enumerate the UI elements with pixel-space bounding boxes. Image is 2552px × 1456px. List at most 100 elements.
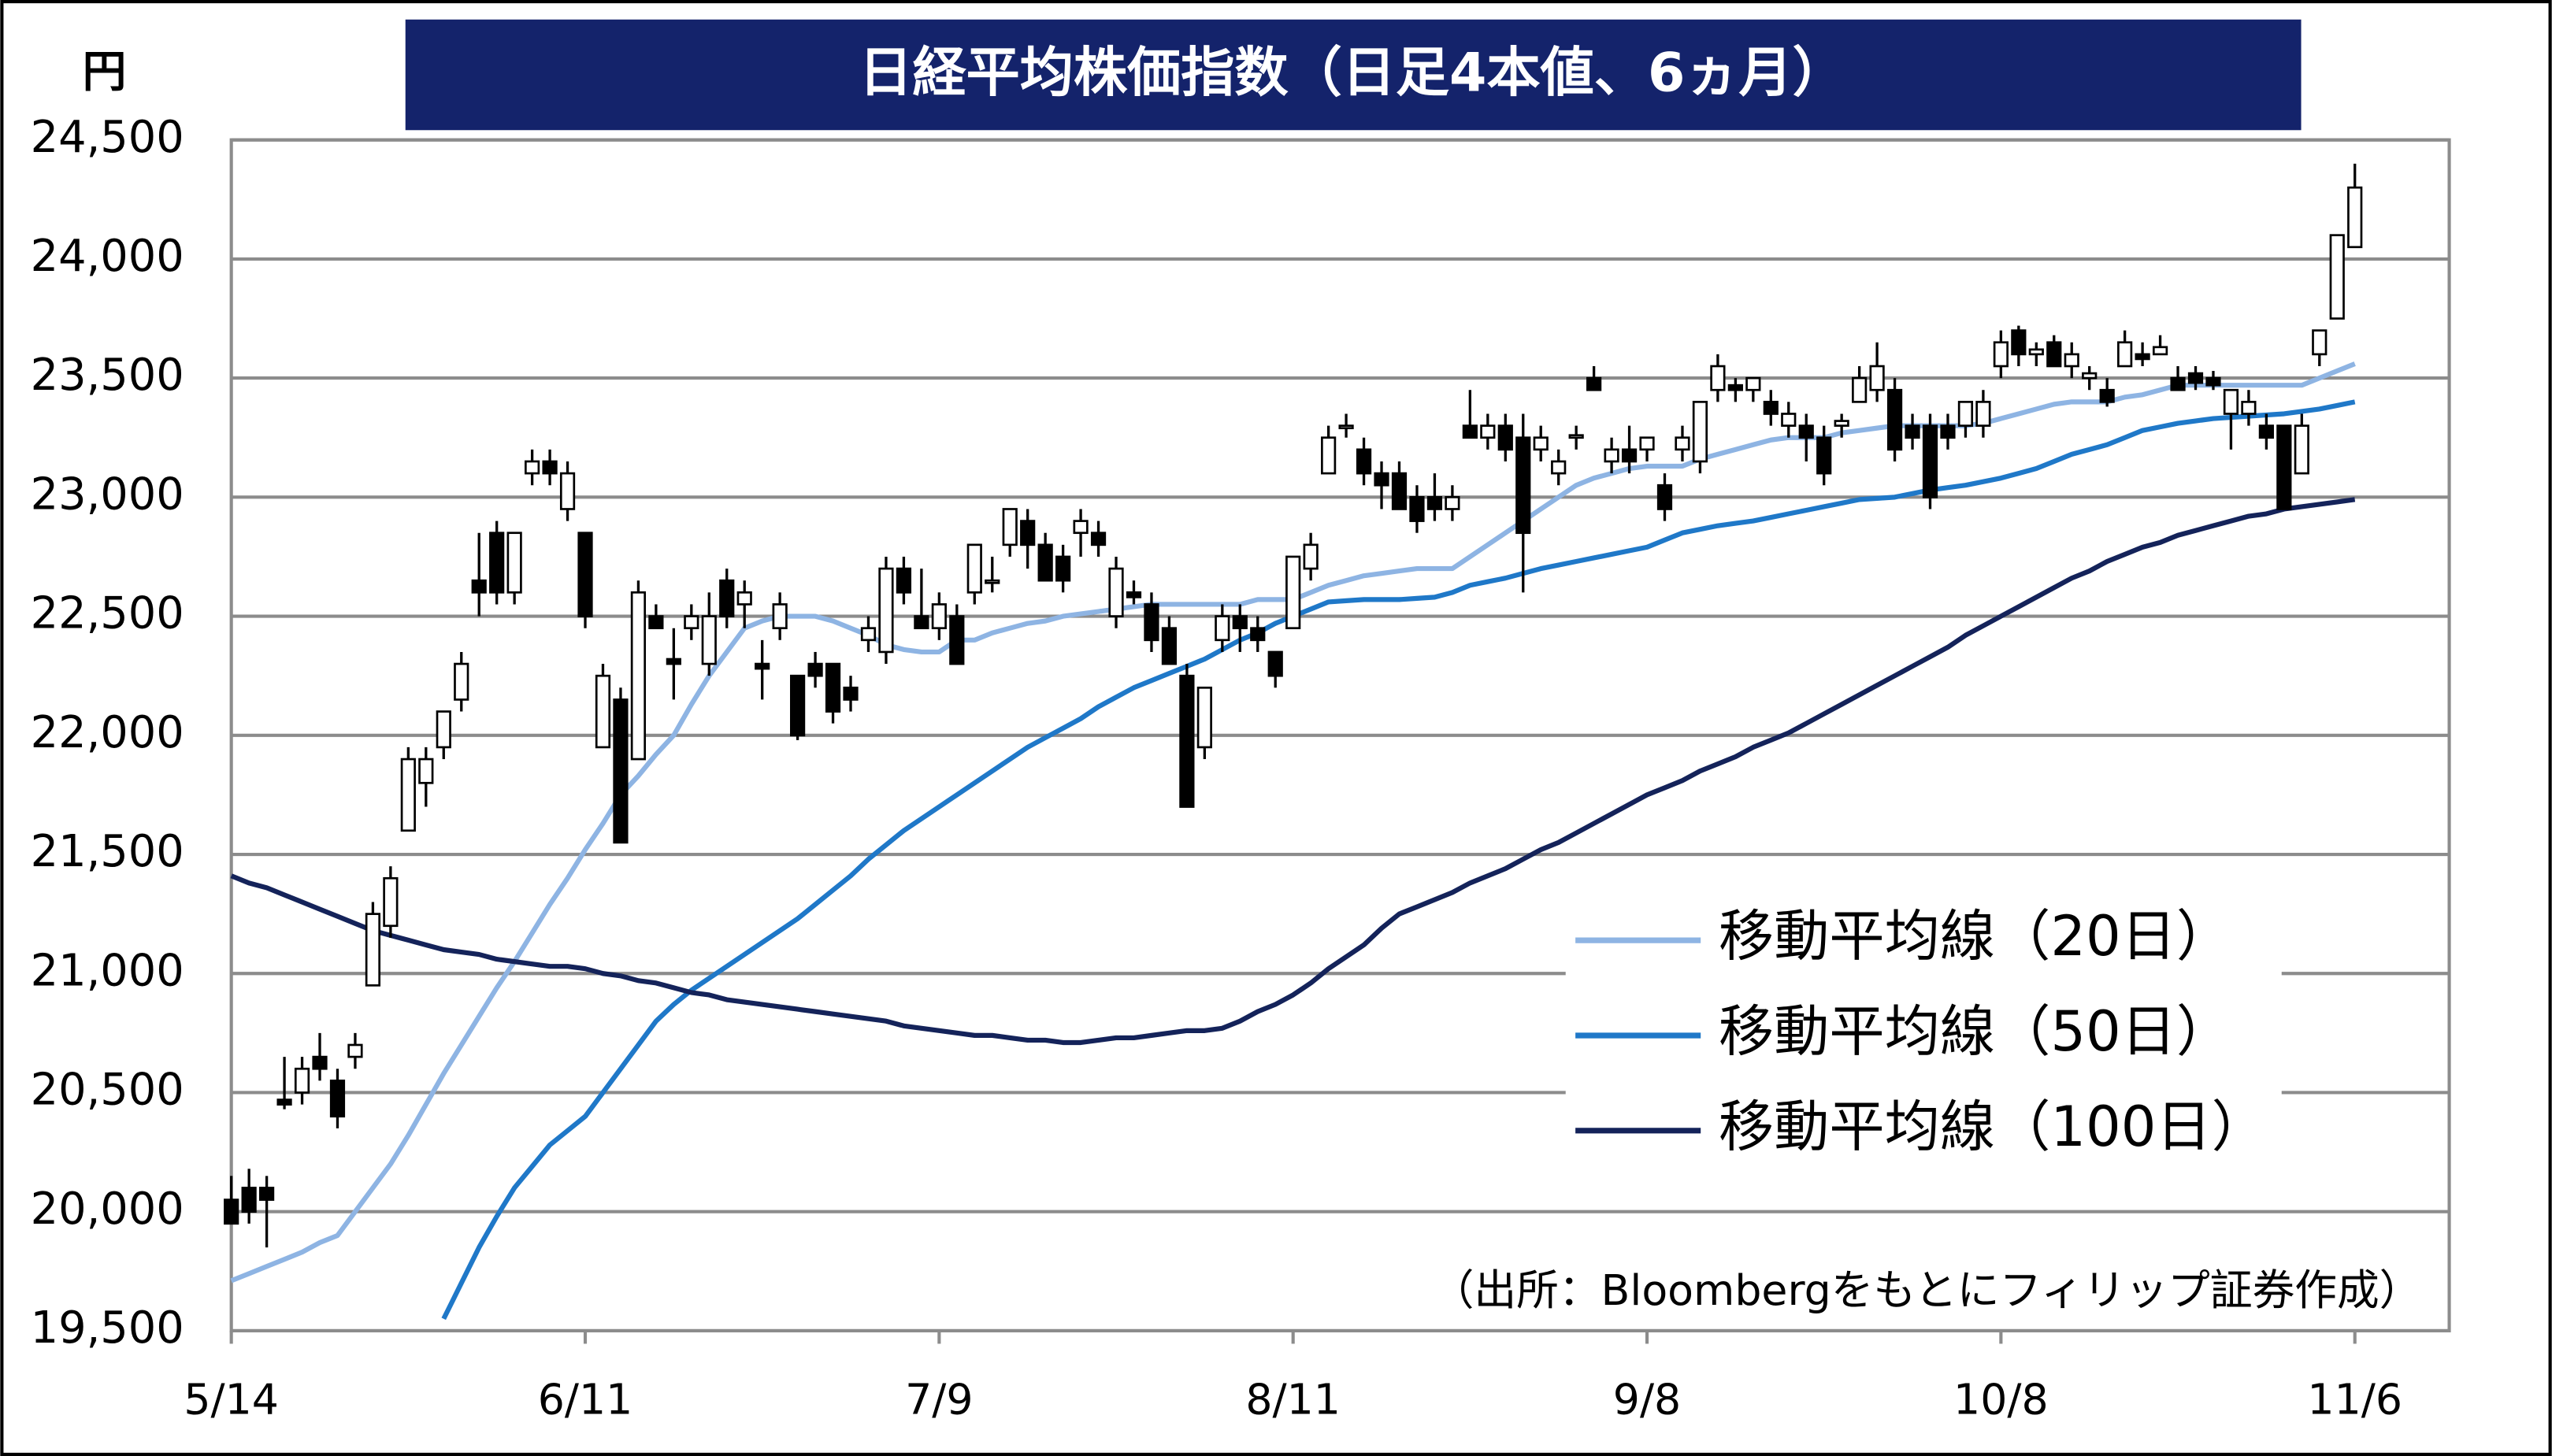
candle-body <box>684 615 699 630</box>
x-tick-label: 7/9 <box>905 1374 973 1424</box>
candle-body <box>1957 401 1974 427</box>
candle-body <box>1126 591 1142 598</box>
candles <box>224 163 2363 1248</box>
y-tick-label: 24,500 <box>31 112 184 163</box>
candle-body <box>1922 424 1938 498</box>
candle-body <box>1002 508 1018 546</box>
legend-label: 移動平均線（50日） <box>1719 999 2231 1064</box>
y-tick-label: 20,000 <box>31 1184 184 1235</box>
candle-body <box>2294 424 2309 475</box>
candle-body <box>1975 401 1991 427</box>
candle-body <box>1621 448 1638 463</box>
chart-title: 日経平均株価指数（日足4本値、6ヵ月） <box>859 43 1846 105</box>
candle-body <box>1426 496 1443 510</box>
candle-body <box>2064 353 2079 368</box>
candle-body <box>506 532 522 594</box>
candle-body <box>648 615 664 630</box>
candle-body <box>1409 496 1425 522</box>
grid: 19,500 20,000 20,500 21,000 21,500 22,000 22,5… <box>31 112 2451 1424</box>
candle-body <box>807 662 823 677</box>
candle-body <box>1144 603 1159 642</box>
candle-body <box>1391 472 1408 510</box>
candle-body <box>2187 372 2204 384</box>
candle-body <box>1763 401 1779 415</box>
candle-body <box>241 1187 257 1213</box>
legend-label: 移動平均線（100日） <box>1719 1095 2267 1159</box>
candle-body <box>2028 348 2044 356</box>
candle-body <box>1250 627 1266 642</box>
candle-body <box>1515 436 1531 535</box>
plot-border <box>229 138 2451 1332</box>
candle-body <box>1639 436 1655 451</box>
candle-body <box>1497 424 1513 451</box>
candle-body <box>294 1067 310 1094</box>
candle-body <box>2099 388 2115 403</box>
candle-body <box>383 876 399 928</box>
candle-body <box>1020 520 1036 546</box>
candle-body <box>1692 401 1708 463</box>
candle-body <box>843 686 859 701</box>
candle-body <box>1303 543 1319 570</box>
candle-body <box>1781 413 1797 427</box>
y-tick-label: 20,500 <box>31 1065 184 1116</box>
candle-body <box>1037 543 1053 582</box>
candle-body <box>312 1055 328 1070</box>
y-tick-label: 23,500 <box>31 350 184 401</box>
x-tick-label: 11/6 <box>2307 1374 2402 1424</box>
candle-body <box>1374 472 1389 487</box>
candle-body <box>825 662 841 713</box>
candle-body <box>2205 376 2221 387</box>
candle-body <box>1710 365 1726 391</box>
candle-body <box>1798 424 1814 439</box>
candle-body <box>224 1199 239 1225</box>
x-tick-label: 9/8 <box>1613 1374 1681 1424</box>
candle-body <box>1745 376 1761 391</box>
candle-body <box>1727 383 1743 391</box>
legend-label: 移動平均線（20日） <box>1719 904 2231 969</box>
candle-body <box>2347 186 2363 249</box>
candle-body <box>1215 615 1230 642</box>
candle-body <box>1533 436 1549 451</box>
candle-body <box>2135 353 2150 361</box>
candle-body <box>559 472 576 510</box>
candle-body <box>860 627 877 642</box>
candle-body <box>1196 686 1212 749</box>
x-tick-label: 5/14 <box>184 1374 279 1424</box>
candle-body <box>966 543 982 594</box>
candle-body <box>719 579 735 617</box>
candle-body <box>1905 424 1920 439</box>
candle-body <box>914 615 929 630</box>
candle-body <box>577 532 593 617</box>
candle-body <box>1179 674 1195 808</box>
candle-body <box>2258 424 2274 439</box>
candle-body <box>489 532 505 594</box>
y-tick-label: 22,000 <box>31 707 184 758</box>
candle-body <box>931 603 947 630</box>
candle-body <box>2046 341 2062 368</box>
candle-body <box>436 710 451 749</box>
candle-body <box>790 674 806 737</box>
y-tick-label: 21,500 <box>31 826 184 877</box>
candle-body <box>666 658 681 665</box>
ma-line <box>441 399 2356 1321</box>
candle-body <box>2011 329 2027 356</box>
title-box <box>405 19 2302 131</box>
candle-body <box>1090 532 1107 546</box>
candle-body <box>454 662 469 701</box>
x-tick-label: 6/11 <box>538 1374 633 1424</box>
candle-body <box>2223 388 2239 415</box>
x-tick-label: 8/11 <box>1245 1374 1341 1424</box>
candle-body <box>1161 627 1178 665</box>
candle-body <box>1586 376 1602 391</box>
candle-body <box>1356 448 1372 475</box>
candle-body <box>347 1043 363 1058</box>
candle-body <box>1852 376 1868 403</box>
legend: 移動平均線（20日） 移動平均線（50日） 移動平均線（100日） <box>1575 904 2267 1159</box>
candle-body <box>595 674 611 749</box>
candle-body <box>1321 436 1337 475</box>
candle-body <box>418 758 434 784</box>
candle-body <box>736 591 752 606</box>
